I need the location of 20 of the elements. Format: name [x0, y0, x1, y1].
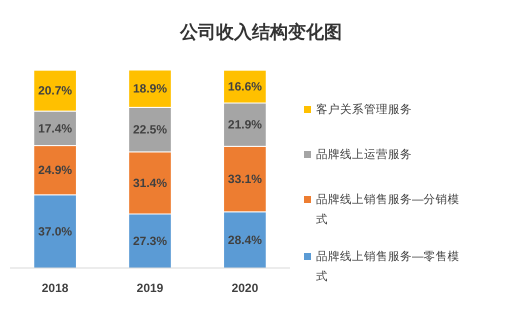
data-label: 27.3% — [132, 234, 168, 248]
legend-label: 客户关系管理服务 — [316, 102, 412, 116]
data-label: 16.6% — [228, 80, 262, 94]
data-label: 18.9% — [132, 82, 168, 96]
data-label: 22.5% — [132, 122, 168, 137]
legend-label: 品牌线上运营服务 — [316, 148, 412, 161]
legend-label: 品牌线上销售服务—分销模式 — [316, 193, 460, 226]
data-label: 21.9% — [228, 118, 262, 132]
legend-label: 品牌线上销售服务—零售模式 — [316, 250, 460, 283]
data-label: 17.4% — [38, 121, 72, 136]
data-label: 20.7% — [38, 84, 72, 98]
data-label: 24.9% — [38, 163, 72, 178]
data-label: 37.0% — [38, 224, 72, 238]
data-label: 31.4% — [132, 176, 168, 190]
data-label: 33.1% — [228, 172, 262, 186]
data-label: 28.4% — [228, 232, 262, 247]
x-tick-label: 2019 — [136, 281, 164, 295]
x-tick-label: 2020 — [232, 281, 259, 295]
chart-title: 公司收入结构变化图 — [179, 22, 342, 42]
x-tick-label: 2018 — [42, 281, 69, 295]
